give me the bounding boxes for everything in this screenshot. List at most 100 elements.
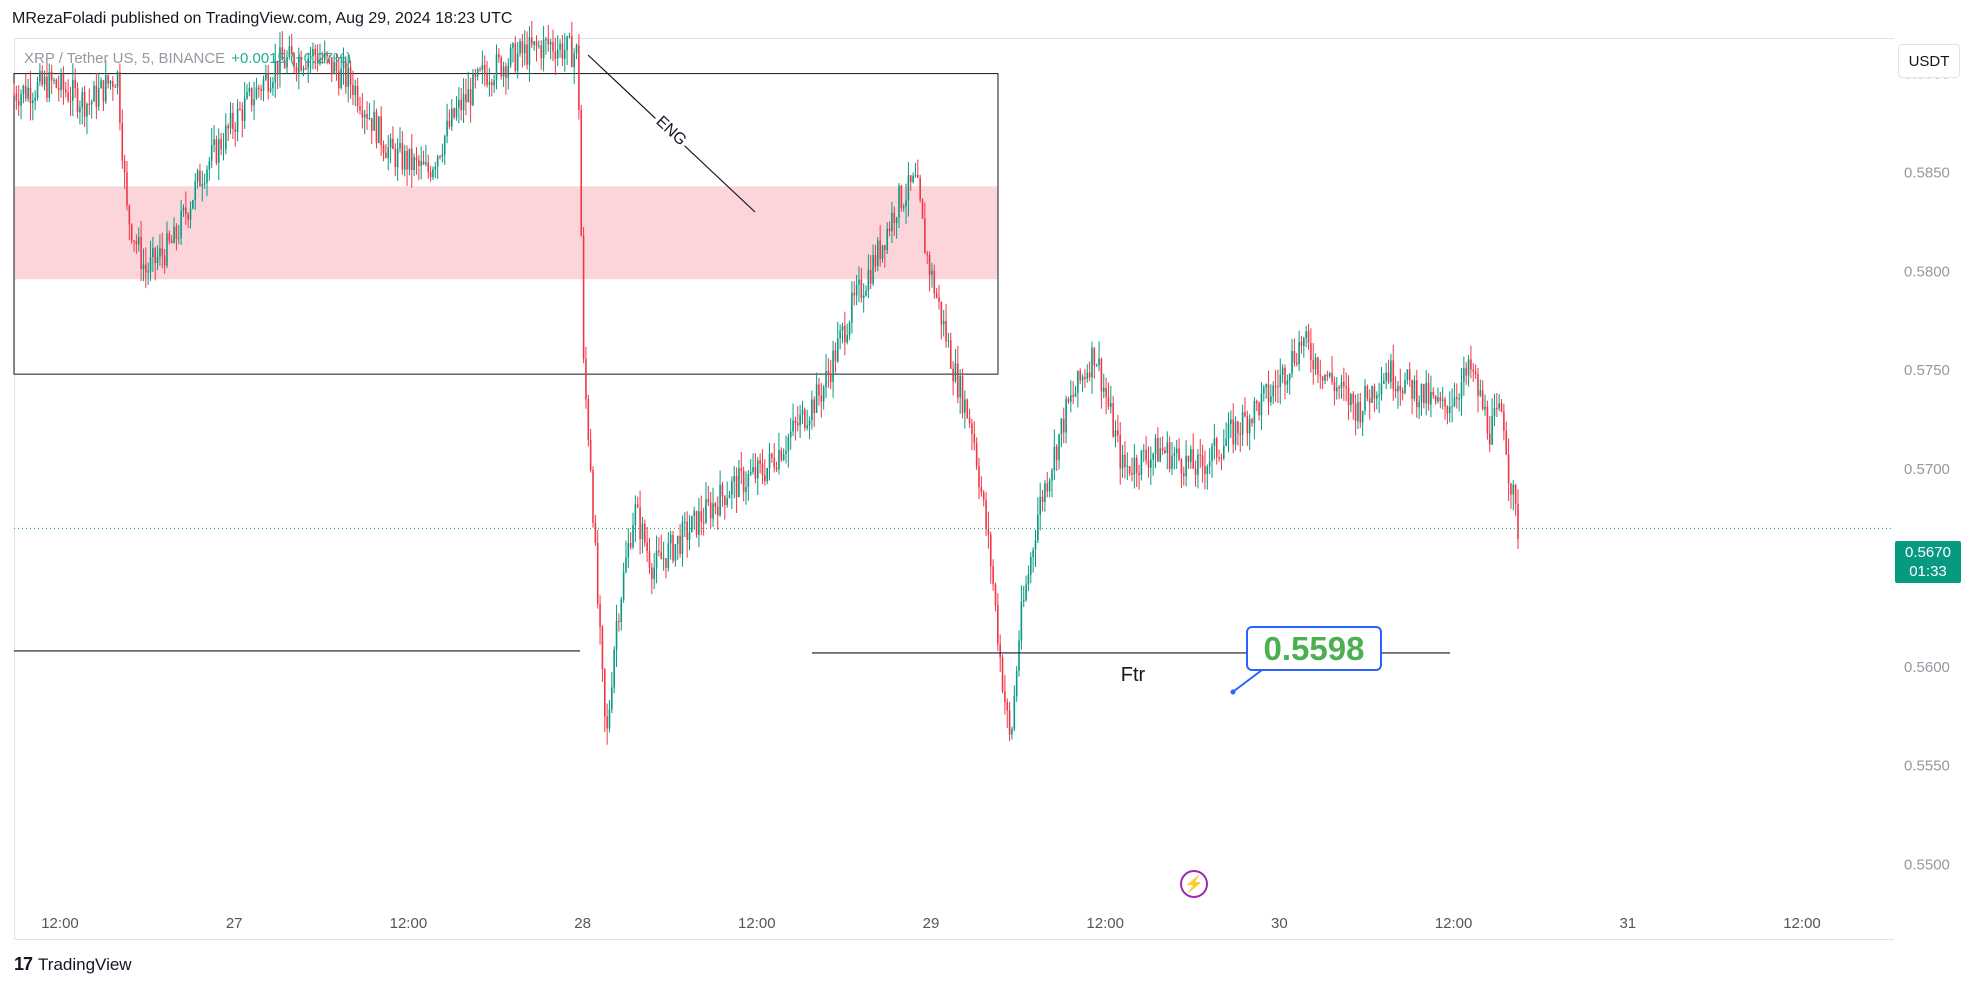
candle-body	[549, 42, 552, 45]
candle-body	[27, 87, 29, 99]
candle-body	[363, 114, 366, 118]
candle-body	[481, 64, 484, 70]
candle-body	[250, 88, 253, 106]
x-tick-label: 12:00	[738, 915, 776, 932]
candle-body	[806, 425, 808, 428]
candle-body	[1081, 376, 1084, 381]
candle-body	[973, 434, 976, 444]
candle-body	[921, 199, 924, 219]
candle-body	[349, 67, 352, 85]
candle-body	[926, 253, 929, 255]
candle-body	[1319, 374, 1322, 377]
candle-body	[1025, 584, 1027, 600]
candle-body	[161, 248, 164, 256]
candle-body	[1340, 382, 1343, 389]
candle-body	[1157, 437, 1159, 462]
price-callout[interactable]: 0.5598	[1246, 626, 1382, 671]
candle-body	[22, 85, 25, 95]
candle-body	[1117, 430, 1119, 435]
candle-body	[24, 85, 27, 99]
candle-body	[919, 177, 921, 200]
candle-body	[276, 60, 279, 75]
candle-body	[792, 420, 794, 432]
candle-body	[389, 138, 392, 148]
candle-body	[608, 709, 611, 729]
x-tick-label: 31	[1619, 915, 1636, 932]
currency-button[interactable]: USDT	[1898, 44, 1960, 78]
candle-body	[566, 36, 568, 51]
candle-body	[1093, 347, 1096, 366]
candle-body	[1218, 457, 1220, 459]
candle-body	[1415, 380, 1418, 408]
candle-body	[196, 170, 199, 182]
chart-frame[interactable]	[14, 38, 1894, 940]
candle-body	[323, 52, 326, 60]
candle-body	[1124, 454, 1126, 468]
candle-body	[552, 42, 554, 52]
candle-body	[829, 373, 832, 382]
candle-body	[949, 340, 952, 369]
y-tick-label: 0.5550	[1904, 758, 1950, 775]
candle-body	[1018, 640, 1020, 671]
lightning-icon[interactable]: ⚡	[1180, 870, 1208, 898]
candle-body	[441, 154, 444, 157]
candle-body	[493, 80, 495, 86]
candle-body	[1477, 374, 1479, 396]
candle-body	[43, 76, 46, 85]
x-tick-label: 30	[1271, 915, 1288, 932]
candle-body	[735, 475, 738, 498]
candle-body	[844, 325, 846, 343]
y-tick-label: 0.5850	[1904, 164, 1950, 181]
candle-body	[1173, 453, 1176, 456]
candle-body	[742, 470, 745, 493]
candle-body	[895, 217, 898, 224]
candle-body	[1397, 385, 1399, 392]
candle-body	[387, 147, 390, 158]
candle-body	[898, 185, 900, 218]
candle-body	[954, 363, 957, 382]
candle-body	[705, 499, 707, 523]
candle-body	[177, 237, 180, 239]
footer-brand[interactable]: 17 TradingView	[14, 954, 132, 975]
candle-body	[1406, 369, 1409, 380]
candle-body	[674, 544, 677, 561]
candle-body	[1354, 403, 1357, 422]
candle-body	[1472, 369, 1475, 372]
candle-body	[1168, 442, 1171, 469]
candle-body	[641, 523, 644, 540]
candle-body	[420, 161, 422, 166]
candle-body	[902, 206, 905, 209]
candle-body	[848, 322, 851, 336]
candle-body	[109, 81, 112, 84]
candle-body	[133, 240, 135, 242]
candle-body	[639, 507, 641, 540]
candle-body	[924, 218, 926, 254]
candle-body	[1366, 386, 1369, 399]
candle-body	[994, 584, 997, 606]
ftr-label[interactable]: Ftr	[1108, 661, 1158, 689]
candle-body	[1138, 473, 1140, 476]
candle-body	[622, 571, 625, 600]
candle-body	[1098, 358, 1100, 366]
candle-body	[490, 82, 493, 86]
candle-body	[55, 79, 58, 88]
candle-body	[1150, 459, 1152, 468]
candle-body	[987, 529, 990, 535]
candle-body	[50, 71, 53, 81]
candle-body	[912, 175, 914, 183]
candle-body	[1086, 372, 1089, 379]
candle-body	[1175, 448, 1178, 454]
candle-body	[559, 43, 561, 50]
candle-body	[1345, 386, 1347, 388]
candle-body	[1359, 401, 1362, 423]
candle-body	[467, 89, 470, 103]
candle-body	[455, 107, 458, 118]
candle-body	[535, 41, 538, 47]
candle-body	[780, 450, 783, 461]
candle-body	[891, 212, 893, 232]
candle-body	[728, 494, 731, 499]
candle-body	[401, 143, 404, 170]
candle-body	[1067, 398, 1070, 402]
candle-body	[1498, 403, 1500, 409]
